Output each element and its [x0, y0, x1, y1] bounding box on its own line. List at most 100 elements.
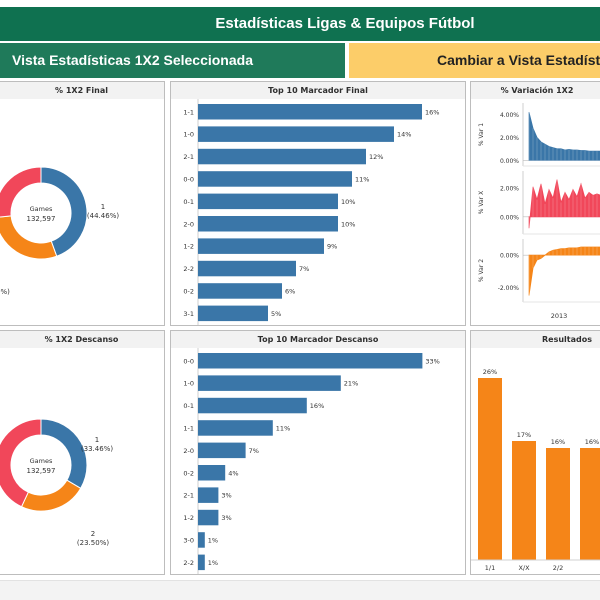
- bar: [546, 448, 570, 560]
- bar: [512, 441, 536, 560]
- bar: [198, 554, 205, 571]
- bar-value-label: 6%: [285, 287, 295, 295]
- bar-value-label: 11%: [276, 424, 290, 432]
- category-tick-label: 1-1: [183, 424, 194, 432]
- bar-chart-top10-final: 1-1 16% 1-0 14% 2-1 12% 0-0 11% 0-1 10% 2-0 10% 1-2 9…: [183, 99, 439, 325]
- category-tick-label: 1-1: [183, 108, 194, 116]
- category-tick-label: 1-2: [183, 243, 194, 251]
- donut-center-value: 132,597: [27, 467, 56, 475]
- bar-value-label: 10%: [341, 220, 355, 228]
- donut-center-value: 132,597: [27, 215, 56, 223]
- bar-value-label: 4%: [228, 469, 238, 477]
- bar: [198, 104, 422, 120]
- slice-pct-label: (44.46%): [87, 212, 119, 220]
- y-tick-label: 0.00%: [500, 253, 519, 260]
- bar-value-label: 7%: [249, 447, 259, 455]
- bar-value-label: 1%: [208, 536, 218, 544]
- category-tick-label: 2-0: [183, 447, 194, 455]
- bar: [198, 532, 205, 548]
- bar-value-label: 16%: [585, 438, 599, 446]
- category-tick-label: 2-2: [183, 265, 194, 273]
- slice-pct-label: ): [0, 198, 1, 206]
- bar-value-label: 9%: [327, 243, 337, 251]
- y-tick-label: 2.00%: [500, 186, 519, 193]
- donut-slice-X: [0, 418, 42, 508]
- area-chart-variacion: 4.00% 2.00% 0.00% % Var 1 2.00% 0.00% % Var X 0…: [478, 103, 600, 320]
- x-tick-label: 2013: [551, 312, 568, 320]
- bar: [580, 448, 600, 560]
- panel-title: % Variación 1X2: [471, 82, 600, 99]
- slice-label: 1: [101, 203, 105, 211]
- bar: [198, 171, 352, 187]
- category-tick-label: 0-2: [183, 287, 194, 295]
- bar: [198, 397, 307, 414]
- y-tick-label: 0.00%: [500, 158, 519, 165]
- slice-pct-label: (23.50%): [77, 539, 109, 547]
- bar: [198, 193, 338, 210]
- selected-view-button[interactable]: Vista Estadísticas 1X2 Seleccionada: [0, 43, 345, 78]
- category-tick-label: 2-0: [183, 220, 194, 228]
- bar-value-label: 14%: [397, 131, 411, 139]
- bar: [198, 442, 246, 459]
- panel-title: Resultados: [471, 331, 600, 348]
- bar-value-label: 1%: [208, 559, 218, 567]
- bar-value-label: 33%: [425, 357, 439, 365]
- y-tick-label: 2.00%: [500, 135, 519, 142]
- bar: [198, 420, 273, 436]
- bar-value-label: 5%: [271, 310, 281, 318]
- panel-top10-final: Top 10 Marcador Final 1-1 16% 1-0 14% 2-1 12%…: [170, 81, 466, 326]
- bar: [198, 216, 338, 232]
- bar: [198, 283, 282, 299]
- bar-value-label: 3%: [221, 492, 231, 500]
- bar: [198, 148, 366, 165]
- bottom-scroll-strip[interactable]: [0, 580, 600, 600]
- donut-slice-1: [40, 418, 88, 490]
- category-tick-label: 0-0: [183, 357, 194, 365]
- y-tick-label: 0.00%: [500, 214, 519, 221]
- bar-value-label: 16%: [551, 438, 565, 446]
- bar-value-label: 16%: [425, 108, 439, 116]
- y-tick-label: -2.00%: [498, 285, 520, 292]
- y-axis-title: % Var 1: [478, 123, 485, 146]
- area-series: [528, 179, 600, 229]
- bar: [198, 465, 226, 481]
- bar-value-label: 17%: [517, 431, 531, 439]
- bar: [198, 305, 268, 322]
- bar: [198, 375, 341, 391]
- bar-value-label: 16%: [310, 402, 324, 410]
- bar-value-label: 7%: [299, 265, 309, 273]
- category-tick-label: 0-2: [183, 469, 194, 477]
- donut-center-label: Games: [30, 457, 53, 465]
- category-tick-label: 2-1: [183, 492, 194, 500]
- area-series: [528, 112, 600, 161]
- donut-slice-2: [0, 215, 58, 260]
- slice-label: 1: [95, 436, 99, 444]
- bar: [198, 487, 219, 503]
- bar-chart-resultados: 26% 1/1 17% X/X 16% 2/2 16%: [471, 368, 600, 572]
- donut-slice-2: [20, 479, 82, 512]
- bar-value-label: 11%: [355, 175, 369, 183]
- dashboard-title: Estadísticas Ligas & Equipos Fútbol: [0, 7, 600, 41]
- category-tick-label: 2-2: [183, 559, 194, 567]
- bar-value-label: 21%: [344, 380, 358, 388]
- panel-title: % 1X2 Final: [0, 82, 164, 99]
- bar: [198, 509, 219, 526]
- panel-title: Top 10 Marcador Descanso: [171, 331, 465, 348]
- category-tick-label: 0-1: [183, 198, 194, 206]
- category-tick-label: 2-1: [183, 153, 194, 161]
- category-tick-label: 1-0: [183, 131, 194, 139]
- bar-value-label: 12%: [369, 153, 383, 161]
- category-tick-label: X/X: [518, 564, 530, 572]
- switch-view-button[interactable]: Cambiar a Vista Estadísticas: [349, 43, 600, 78]
- y-tick-label: 4.00%: [500, 112, 519, 119]
- slice-label: 2: [91, 530, 95, 538]
- bar: [198, 126, 394, 142]
- bar-value-label: 26%: [483, 368, 497, 376]
- donut-chart-descanso: 1(33.46%) 2(23.50%) Games 132,597: [0, 418, 113, 547]
- bar: [198, 260, 296, 277]
- category-tick-label: 3-1: [183, 310, 194, 318]
- panel-top10-descanso: Top 10 Marcador Descanso 0-0 33% 1-0 21% 0-1…: [170, 330, 466, 575]
- category-tick-label: 1-2: [183, 514, 194, 522]
- bar: [198, 353, 423, 369]
- y-axis-title: % Var X: [478, 191, 485, 214]
